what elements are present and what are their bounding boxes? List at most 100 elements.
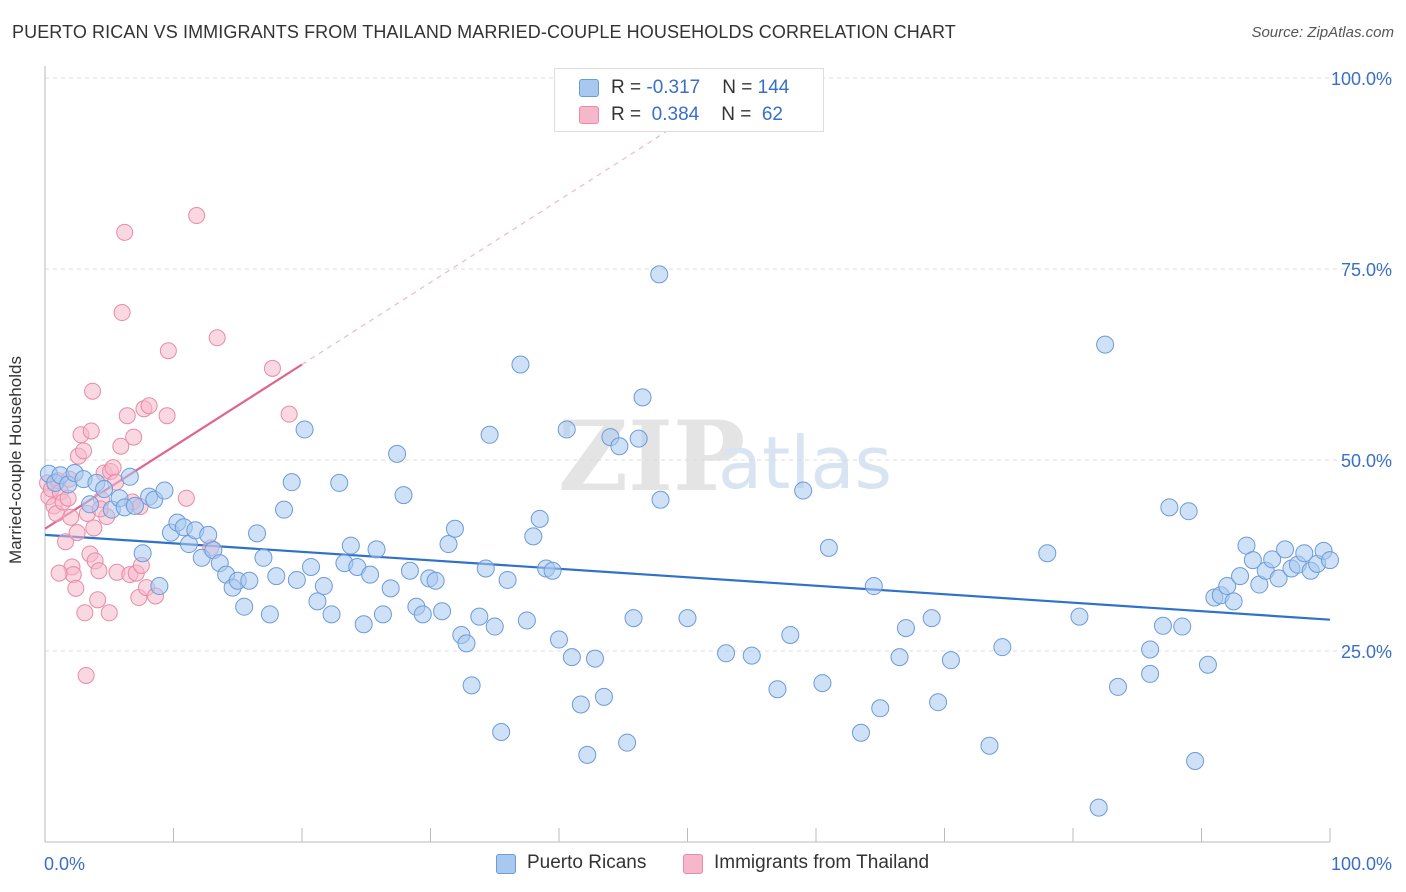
data-point-puerto-ricans: [524, 527, 543, 546]
data-point-immigrants-from-thailand: [188, 207, 206, 225]
points-puerto-ricans: [39, 265, 1339, 817]
data-point-puerto-ricans: [993, 638, 1012, 657]
data-point-puerto-ricans: [413, 605, 432, 624]
data-point-puerto-ricans: [618, 733, 637, 752]
data-point-immigrants-from-thailand: [62, 508, 80, 526]
y-tick-label: 75.0%: [1341, 260, 1392, 280]
data-point-puerto-ricans: [1243, 551, 1262, 570]
data-point-puerto-ricans: [95, 480, 114, 499]
legend-r-value: -0.317: [646, 77, 701, 98]
data-point-puerto-ricans: [492, 722, 511, 741]
legend-n-label: N =: [722, 77, 758, 98]
data-point-puerto-ricans: [235, 597, 254, 616]
data-point-puerto-ricans: [1160, 498, 1179, 517]
data-point-puerto-ricans: [1224, 592, 1243, 611]
data-point-puerto-ricans: [1173, 617, 1192, 636]
data-point-puerto-ricans: [133, 544, 152, 563]
data-point-puerto-ricans: [381, 579, 400, 598]
data-point-puerto-ricans: [578, 745, 597, 764]
data-point-puerto-ricans: [462, 676, 481, 695]
x-tick-label: 0.0%: [44, 854, 85, 874]
data-point-puerto-ricans: [426, 571, 445, 590]
data-point-puerto-ricans: [485, 617, 504, 636]
data-point-puerto-ricans: [373, 605, 392, 624]
data-point-immigrants-from-thailand: [85, 519, 103, 537]
data-point-puerto-ricans: [651, 490, 670, 509]
data-point-puerto-ricans: [1276, 540, 1295, 559]
y-tick-label: 100.0%: [1331, 69, 1392, 89]
legend-bottom: Puerto Ricans Immigrants from Thailand: [0, 850, 1406, 880]
legend-swatch-blue: [579, 79, 599, 97]
data-point-immigrants-from-thailand: [76, 604, 94, 622]
legend-top: R = -0.317 N = 144 R = 0.384 N = 62: [554, 68, 824, 132]
data-point-puerto-ricans: [150, 577, 169, 596]
data-point-puerto-ricans: [295, 420, 314, 439]
data-point-puerto-ricans: [1263, 550, 1282, 569]
data-point-immigrants-from-thailand: [82, 422, 100, 440]
watermark-zip: ZIP: [558, 400, 745, 513]
data-point-puerto-ricans: [308, 592, 327, 611]
data-point-puerto-ricans: [330, 473, 349, 492]
data-point-puerto-ricans: [1153, 616, 1172, 635]
data-point-puerto-ricans: [314, 577, 333, 596]
data-point-puerto-ricans: [794, 481, 813, 500]
data-point-puerto-ricans: [439, 535, 458, 554]
data-point-puerto-ricans: [367, 540, 386, 559]
data-point-immigrants-from-thailand: [208, 329, 226, 347]
data-point-puerto-ricans: [511, 355, 530, 374]
chart-title: PUERTO RICAN VS IMMIGRANTS FROM THAILAND…: [12, 22, 956, 42]
data-point-puerto-ricans: [1231, 567, 1250, 586]
data-point-puerto-ricans: [517, 611, 536, 630]
data-point-immigrants-from-thailand: [113, 304, 131, 322]
y-axis-label: Married-couple Households: [6, 356, 25, 564]
data-point-immigrants-from-thailand: [50, 564, 68, 582]
data-point-puerto-ricans: [1070, 607, 1089, 626]
data-point-puerto-ricans: [896, 619, 915, 638]
data-point-puerto-ricans: [890, 648, 909, 667]
legend-r-label: R =: [611, 77, 647, 98]
data-point-puerto-ricans: [1198, 655, 1217, 674]
data-point-immigrants-from-thailand: [125, 428, 143, 446]
data-point-puerto-ricans: [610, 437, 629, 456]
data-point-puerto-ricans: [301, 557, 320, 576]
data-point-puerto-ricans: [476, 559, 495, 578]
data-point-puerto-ricans: [941, 651, 960, 670]
chart-source: Source: ZipAtlas.com: [1251, 24, 1394, 41]
data-point-immigrants-from-thailand: [177, 489, 195, 507]
data-point-puerto-ricans: [254, 548, 273, 567]
data-point-puerto-ricans: [341, 536, 360, 555]
legend-swatch-pink: [579, 106, 599, 124]
data-point-puerto-ricans: [400, 561, 419, 580]
data-point-puerto-ricans: [819, 538, 838, 557]
legend-bottom-label-immigrants-from-thailand: Immigrants from Thailand: [714, 852, 930, 873]
data-point-puerto-ricans: [1089, 798, 1108, 817]
data-point-puerto-ricans: [781, 625, 800, 644]
data-point-puerto-ricans: [1321, 551, 1339, 570]
x-tick-labels: 0.0% 100.0%: [44, 854, 1392, 874]
data-point-puerto-ricans: [717, 644, 736, 663]
y-tick-label: 25.0%: [1341, 642, 1392, 662]
legend-bottom-label-puerto-ricans: Puerto Ricans: [527, 852, 647, 873]
data-point-immigrants-from-thailand: [104, 459, 122, 477]
data-point-puerto-ricans: [470, 607, 489, 626]
data-point-puerto-ricans: [480, 425, 499, 444]
data-point-puerto-ricans: [550, 630, 568, 649]
data-point-puerto-ricans: [388, 444, 407, 463]
data-point-puerto-ricans: [394, 486, 413, 505]
data-point-puerto-ricans: [629, 429, 648, 448]
data-point-puerto-ricans: [80, 495, 99, 514]
legend-n-value: 62: [756, 104, 783, 125]
data-point-puerto-ricans: [248, 524, 267, 543]
data-point-puerto-ricans: [980, 736, 999, 755]
trend-line-puerto-ricans: [44, 533, 1331, 621]
data-point-puerto-ricans: [585, 649, 604, 668]
data-point-immigrants-from-thailand: [158, 407, 176, 425]
data-point-immigrants-from-thailand: [64, 566, 82, 584]
data-point-immigrants-from-thailand: [90, 562, 108, 580]
data-point-puerto-ricans: [678, 609, 697, 628]
data-point-puerto-ricans: [1269, 569, 1288, 588]
data-point-puerto-ricans: [260, 605, 279, 624]
legend-r-label: R =: [611, 104, 647, 125]
data-point-puerto-ricans: [650, 265, 669, 284]
